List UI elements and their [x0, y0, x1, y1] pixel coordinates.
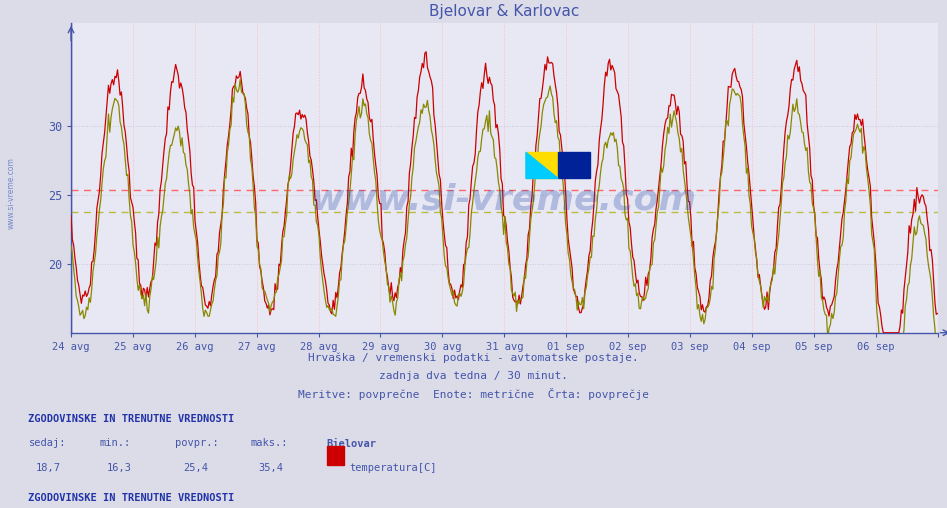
Polygon shape: [526, 152, 558, 178]
Text: 16,3: 16,3: [107, 463, 132, 473]
Text: Hrvaška / vremenski podatki - avtomatske postaje.: Hrvaška / vremenski podatki - avtomatske…: [308, 353, 639, 363]
Text: min.:: min.:: [99, 438, 131, 449]
Text: www.si-vreme.com: www.si-vreme.com: [7, 157, 16, 229]
Text: sedaj:: sedaj:: [28, 438, 66, 449]
Text: Meritve: povprečne  Enote: metrične  Črta: povprečje: Meritve: povprečne Enote: metrične Črta:…: [298, 388, 649, 400]
Text: 35,4: 35,4: [259, 463, 283, 473]
Text: www.si-vreme.com: www.si-vreme.com: [312, 182, 697, 216]
Text: 18,7: 18,7: [36, 463, 61, 473]
Bar: [526, 152, 558, 178]
Text: Bjelovar: Bjelovar: [327, 438, 377, 450]
Text: 25,4: 25,4: [183, 463, 207, 473]
Text: temperatura[C]: temperatura[C]: [349, 463, 437, 473]
Text: ZGODOVINSKE IN TRENUTNE VREDNOSTI: ZGODOVINSKE IN TRENUTNE VREDNOSTI: [28, 493, 235, 503]
Title: Bjelovar & Karlovac: Bjelovar & Karlovac: [429, 4, 580, 19]
Text: povpr.:: povpr.:: [175, 438, 219, 449]
Text: maks.:: maks.:: [251, 438, 289, 449]
Text: ZGODOVINSKE IN TRENUTNE VREDNOSTI: ZGODOVINSKE IN TRENUTNE VREDNOSTI: [28, 414, 235, 424]
Text: zadnja dva tedna / 30 minut.: zadnja dva tedna / 30 minut.: [379, 371, 568, 381]
Bar: [558, 152, 590, 178]
